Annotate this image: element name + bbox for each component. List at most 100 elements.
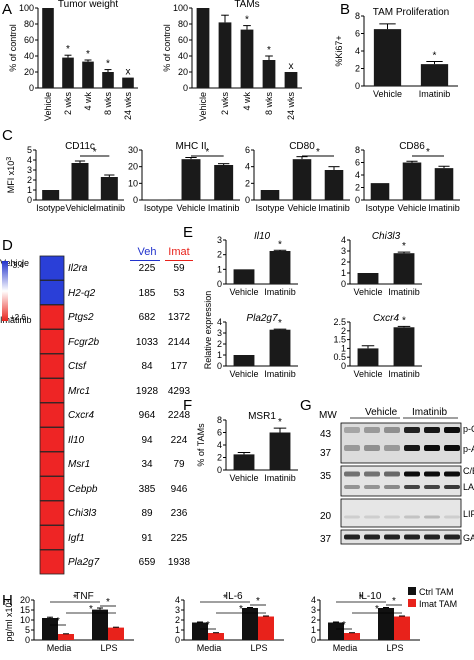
bar-ctrl (192, 622, 208, 640)
y-tick-label: 0 (341, 279, 346, 289)
y-tick-label: 80 (24, 19, 34, 29)
blot-strip-gapdh (340, 529, 462, 545)
gene-name: Cxcr4 (68, 410, 95, 421)
y-axis-label: % of control (162, 24, 172, 72)
y-tick-label: 6 (355, 29, 360, 39)
gene-name: Ctsf (68, 361, 86, 372)
heat-scale-top: -3.4 (10, 261, 24, 270)
y-tick-label: 80 (178, 19, 188, 29)
gene-veh-value: 34 (141, 459, 153, 470)
x-tick-label: Isotype (36, 203, 65, 213)
x-tick-label: Vehicle (65, 203, 94, 213)
gene-imat-value: 2248 (167, 410, 191, 421)
gene-imat-value: 4293 (167, 385, 191, 397)
gene-veh-value: 225 (138, 263, 156, 274)
y-tick-label: 0 (27, 195, 32, 205)
bar (233, 269, 255, 284)
blot-band (404, 485, 420, 489)
chart-title: Chi3l3 (372, 231, 401, 242)
mw-37a: 37 (320, 448, 332, 459)
x-tick-label: Imatinib (264, 473, 296, 483)
gene-row: Pla2g7 659 1938 (38, 553, 190, 573)
y-tick-label: 2 (175, 615, 180, 625)
blot-band (344, 515, 360, 519)
gene-row: Ptgs2 682 1372 (38, 308, 190, 328)
y-tick-label: 0 (245, 195, 250, 205)
x-tick-label: Imatinib (264, 287, 296, 297)
y-tick-label: 6 (217, 428, 222, 438)
gene-veh-value: 185 (138, 287, 156, 299)
blot-band (384, 471, 400, 477)
chart-title: CD80 (289, 141, 315, 152)
gene-veh-value: 1033 (135, 336, 159, 348)
chart-a2: TAMs 0 20 40 60 80 100 % of control Vehicle 2 wks… (162, 0, 302, 121)
chart-title: IL-6 (225, 591, 243, 602)
bar (284, 72, 298, 88)
legend-imat-label: Imat TAM (419, 599, 457, 609)
bar-ctrl (378, 608, 394, 640)
bar (292, 159, 312, 200)
significance-mark: * (316, 147, 320, 158)
significance-mark: * (239, 604, 243, 615)
mw-35: 35 (320, 471, 332, 482)
x-tick-label: Vehicle (287, 203, 316, 213)
blot-band (424, 445, 440, 451)
significance-mark: * (267, 45, 271, 56)
y-tick-label: 3 (27, 165, 32, 175)
chart-a1: Tumor weight 0 20 40 60 80 100 % of control Vehi… (8, 0, 138, 121)
heat-cell (39, 500, 65, 526)
y-tick-label: 1 (175, 625, 180, 635)
gene-name: Msr1 (68, 459, 91, 470)
bar (357, 273, 379, 284)
blot-col-imatinib: Imatinib (412, 407, 447, 418)
y-tick-label: 20 (24, 67, 34, 77)
y-tick-label: 4 (217, 317, 222, 327)
legend-ctrl-swatch (408, 587, 416, 595)
bar-imat (394, 616, 410, 640)
x-tick-label: 24 wks (123, 92, 133, 121)
significance-mark: * (89, 604, 93, 615)
y-tick-label: 2 (217, 250, 222, 260)
gene-veh-value: 659 (138, 557, 156, 568)
bar-imat (108, 627, 124, 640)
y-tick-label: 2.5 (333, 317, 346, 327)
chart-title: Cxcr4 (373, 313, 400, 324)
panel-letter-f: F (183, 397, 192, 414)
x-tick-label: LPS (100, 643, 117, 653)
blot-band (444, 485, 460, 489)
x-tick-label: Vehicle (176, 203, 205, 213)
blot-band (424, 515, 440, 519)
bar (71, 163, 89, 200)
bar-ctrl (92, 609, 108, 640)
bar-imat (208, 633, 224, 640)
significance-mark: * (66, 44, 70, 55)
gene-veh-value: 84 (141, 361, 153, 372)
gene-imat-value: 79 (173, 459, 185, 470)
heat-cell (39, 378, 65, 403)
gene-name: Cebpb (68, 483, 98, 495)
bar (434, 168, 454, 200)
blot-mw-label: MW (319, 410, 337, 421)
gene-name: Fcgr2b (68, 336, 100, 348)
bar (196, 8, 210, 88)
gene-imat-value: 225 (170, 532, 188, 544)
y-tick-label: 2 (217, 453, 222, 463)
blot-band (444, 427, 460, 433)
band-lap: LAP (463, 482, 474, 492)
gene-veh-value: 682 (138, 312, 156, 323)
blot-band (424, 534, 440, 540)
significance-mark: * (106, 59, 110, 70)
heat-cell (39, 402, 65, 428)
gene-row: Mrc1 1928 4293 (38, 382, 190, 402)
chart-title: CD86 (399, 141, 425, 152)
panel-letter-b: B (340, 1, 350, 18)
heat-cell (39, 525, 65, 550)
x-tick-label: 4 wk (242, 92, 252, 111)
significance-mark: * (206, 620, 210, 631)
gene-veh-value: 1928 (135, 385, 159, 397)
chart-title: TAMs (234, 0, 259, 10)
chart-e1: Il10 0 1 2 3 Vehicle * Imatinib (217, 231, 298, 297)
blot-band (404, 515, 420, 519)
